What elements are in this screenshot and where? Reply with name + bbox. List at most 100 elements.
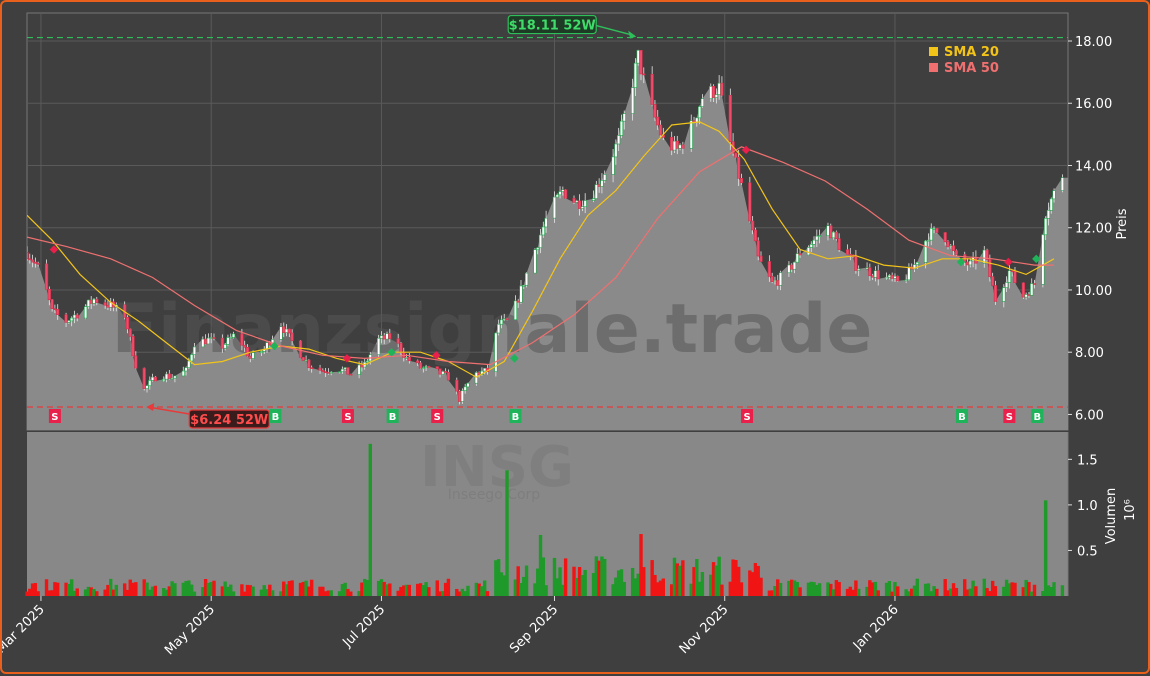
volume-bar — [829, 583, 833, 596]
volume-bar — [522, 576, 526, 596]
candle-body — [47, 288, 51, 301]
high-52w-label: $18.11 52W — [509, 19, 596, 34]
volume-bar — [787, 580, 791, 596]
price-tick-label: 14.00 — [1075, 159, 1112, 174]
candle-body — [516, 300, 520, 303]
volume-bar — [714, 565, 719, 596]
volume-bar — [974, 586, 978, 596]
low-52w-arrowhead — [146, 402, 155, 411]
candle-body — [692, 120, 696, 123]
candle-body — [650, 73, 654, 105]
candle-body — [326, 372, 331, 374]
candle-body — [483, 367, 487, 372]
volume-bar — [72, 590, 77, 596]
candle-body — [818, 235, 822, 237]
volume-bar — [55, 582, 60, 596]
candle-body — [499, 319, 504, 325]
volume-bar — [131, 582, 135, 596]
volume-bar — [1021, 587, 1026, 596]
volume-bar — [301, 581, 305, 596]
volume-bar — [611, 584, 615, 596]
volume-bar — [83, 589, 88, 596]
volume-bar — [223, 581, 227, 596]
candle-body — [932, 228, 936, 230]
candle-body — [148, 380, 152, 387]
candle-body — [446, 372, 451, 381]
candle-body — [1027, 294, 1031, 296]
volume-bar — [438, 591, 442, 596]
candle-body — [259, 351, 264, 354]
candle-body — [619, 120, 624, 136]
volume-bar — [910, 588, 914, 596]
volume-bar — [466, 585, 470, 596]
candle-body — [658, 124, 663, 136]
volume-bar — [1024, 579, 1028, 596]
volume-bar — [114, 584, 119, 596]
volume-bar — [170, 581, 174, 596]
candle-body — [92, 298, 96, 304]
candle-body — [192, 346, 197, 355]
candle-body — [460, 390, 464, 402]
candle-body — [700, 98, 704, 107]
volume-bar — [162, 588, 166, 596]
volume-bar — [728, 581, 733, 596]
volume-bar — [935, 588, 939, 596]
volume-bar — [50, 590, 54, 596]
candle-body — [474, 372, 478, 384]
candle-body — [385, 333, 389, 340]
volume-bar — [1002, 586, 1006, 596]
candle-body — [321, 369, 325, 373]
candle-body — [357, 364, 361, 375]
candle-body — [631, 87, 635, 114]
candle-body — [770, 276, 774, 283]
candle-body — [287, 328, 291, 334]
candle-body — [231, 333, 236, 338]
volume-bar — [365, 579, 370, 596]
candle-body — [204, 338, 208, 345]
candle-body — [396, 338, 400, 344]
signal-badge — [269, 409, 282, 423]
signal-badge — [386, 409, 399, 423]
volume-bar — [404, 584, 409, 596]
volume-bar — [192, 591, 197, 596]
volume-bar — [689, 583, 693, 596]
volume-bar — [963, 579, 967, 596]
volume-bar — [658, 580, 663, 596]
volume-bar — [220, 586, 225, 596]
volume-bar — [323, 591, 328, 596]
volume-bar — [483, 580, 487, 596]
candle-body — [424, 366, 428, 368]
volume-bar — [834, 580, 839, 596]
high-52w-arrowhead — [628, 30, 637, 39]
candle-body — [675, 140, 679, 149]
candle-body — [170, 377, 174, 380]
candle-body — [873, 270, 878, 278]
candle-body — [926, 239, 931, 242]
volume-bar — [636, 573, 640, 596]
volume-bar — [385, 584, 389, 596]
volume-tick-label: 1.5 — [1077, 453, 1098, 468]
signal-label: B — [1033, 412, 1041, 423]
candle-body — [243, 344, 247, 348]
volume-bar — [103, 589, 107, 596]
time-tick-label: Jan 2026 — [850, 602, 902, 654]
volume-bar — [494, 560, 498, 596]
volume-bar — [298, 582, 303, 596]
volume-bar — [884, 582, 889, 596]
candle-body — [614, 143, 618, 158]
signal-label: S — [1006, 412, 1013, 423]
signal-label: S — [344, 412, 351, 423]
volume-bar — [418, 583, 423, 596]
candle-body — [600, 180, 604, 187]
candle-body — [778, 272, 783, 286]
volume-bar — [572, 566, 576, 596]
candle-body — [753, 229, 758, 242]
candle-body — [164, 373, 169, 380]
volume-bar — [173, 583, 177, 596]
volume-bar — [555, 578, 559, 596]
volume-bar — [594, 556, 599, 596]
candle-body — [72, 314, 77, 319]
candle-body — [95, 298, 99, 303]
candle-body — [575, 200, 579, 203]
volume-bar — [650, 560, 654, 596]
